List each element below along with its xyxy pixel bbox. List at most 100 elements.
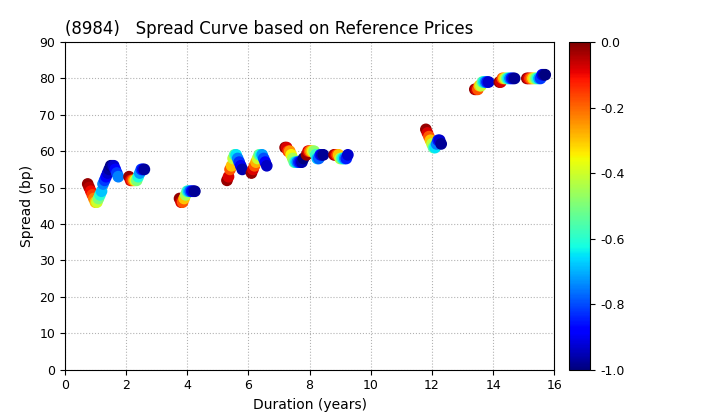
Point (187, 188, 199, 194)
Point (497, 75, 508, 82)
Point (289, 159, 300, 165)
Point (232, 155, 243, 162)
Point (504, 75, 516, 82)
X-axis label: Duration (years): Duration (years) (253, 398, 366, 412)
Point (123, 173, 135, 180)
Point (131, 177, 143, 184)
Point (88, 195, 99, 202)
Point (249, 163, 261, 169)
Point (301, 152, 312, 158)
Point (132, 173, 144, 180)
Point (258, 155, 269, 162)
Point (471, 86, 482, 93)
Point (528, 75, 540, 82)
Point (308, 148, 320, 155)
Point (94, 192, 106, 198)
Point (226, 163, 238, 169)
Point (538, 71, 549, 78)
Point (179, 195, 190, 202)
Point (125, 177, 136, 184)
Point (535, 75, 546, 82)
Point (180, 192, 192, 198)
Point (89, 199, 101, 205)
Point (281, 144, 292, 151)
Point (304, 148, 315, 155)
Point (305, 148, 317, 155)
Point (247, 166, 258, 173)
Point (501, 75, 513, 82)
Point (252, 155, 264, 162)
Point (539, 71, 551, 78)
Point (85, 188, 96, 194)
Point (339, 155, 351, 162)
Point (177, 199, 189, 205)
Point (478, 79, 490, 85)
Point (503, 75, 514, 82)
Point (93, 195, 104, 202)
Point (429, 144, 441, 151)
Point (342, 152, 354, 158)
Point (341, 155, 352, 162)
Point (475, 82, 487, 89)
Point (287, 155, 299, 162)
Point (336, 155, 348, 162)
Point (108, 163, 120, 169)
Point (233, 159, 245, 165)
Point (186, 188, 197, 194)
Text: (8984)   Spread Curve based on Reference Prices: (8984) Spread Curve based on Reference P… (65, 20, 473, 38)
Point (505, 75, 517, 82)
Point (86, 192, 98, 198)
Point (107, 163, 118, 169)
Point (481, 79, 492, 85)
Point (135, 166, 147, 173)
Point (181, 188, 193, 194)
Point (261, 163, 272, 169)
Point (97, 181, 109, 187)
Point (256, 152, 268, 158)
Point (109, 166, 121, 173)
Point (480, 79, 491, 85)
Point (112, 173, 124, 180)
Point (139, 166, 150, 173)
Point (524, 75, 536, 82)
Point (436, 141, 447, 147)
Point (420, 126, 432, 133)
Point (530, 75, 541, 82)
Point (284, 148, 295, 155)
Point (318, 152, 329, 158)
Point (183, 188, 194, 194)
Point (137, 166, 148, 173)
Point (111, 170, 122, 176)
Point (296, 159, 307, 165)
Point (128, 177, 140, 184)
Point (99, 177, 110, 184)
Point (176, 199, 187, 205)
Point (189, 188, 201, 194)
Point (330, 152, 341, 158)
Point (536, 71, 548, 78)
Point (316, 152, 328, 158)
Point (498, 75, 510, 82)
Point (222, 173, 234, 180)
Point (235, 163, 246, 169)
Point (508, 75, 519, 82)
Point (313, 155, 325, 162)
Point (431, 141, 442, 147)
Point (127, 177, 138, 184)
Point (96, 188, 107, 194)
Point (527, 75, 539, 82)
Point (134, 170, 145, 176)
Point (509, 75, 521, 82)
Point (174, 195, 185, 202)
Point (434, 137, 446, 144)
Point (331, 152, 343, 158)
Point (292, 159, 303, 165)
Point (495, 79, 507, 85)
Point (428, 144, 439, 151)
Point (500, 75, 511, 82)
Point (334, 155, 346, 162)
Point (474, 82, 485, 89)
Point (472, 86, 484, 93)
Point (422, 130, 433, 136)
Y-axis label: Spread (bp): Spread (bp) (19, 165, 34, 247)
